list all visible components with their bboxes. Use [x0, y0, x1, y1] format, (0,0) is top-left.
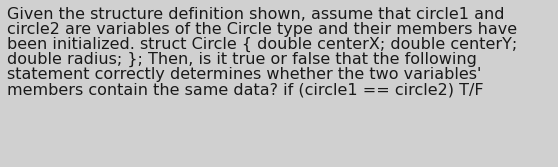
Text: Given the structure definition shown, assume that circle1 and
circle2 are variab: Given the structure definition shown, as… [7, 7, 517, 97]
